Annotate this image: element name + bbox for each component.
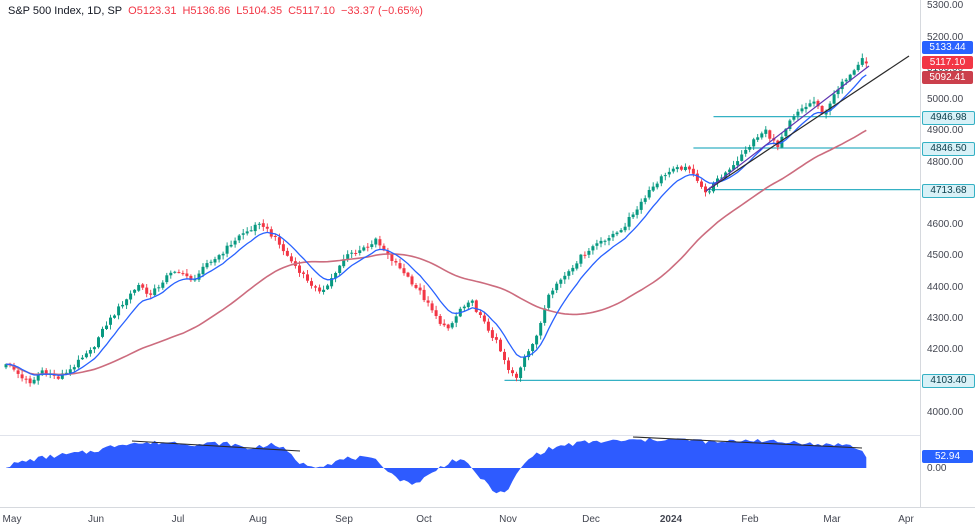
indicator-trendline[interactable] [131, 440, 301, 452]
chart-canvas[interactable] [0, 0, 920, 507]
time-axis-label: Mar [823, 514, 841, 525]
price-tick-label: 4000.00 [927, 407, 964, 418]
ohlc-low: L5104.35 [236, 5, 283, 17]
time-axis-label: Nov [499, 514, 517, 525]
indicator-trendline[interactable] [632, 436, 863, 449]
level-price-badge: 4713.68 [922, 184, 975, 198]
time-axis-label: Jul [171, 514, 185, 525]
price-tick-label: 4900.00 [927, 125, 964, 136]
price-tick-label: 4600.00 [927, 219, 964, 230]
last-price-badge: 5092.41 [922, 71, 973, 84]
last-price-badge: 5117.10 [922, 56, 973, 69]
pane-separator[interactable] [0, 435, 920, 436]
price-tick-label: 5000.00 [927, 94, 964, 105]
time-axis-label: Aug [249, 514, 267, 525]
ohlc-change: −33.37 (−0.65%) [340, 5, 423, 17]
time-axis-label: Dec [582, 514, 600, 525]
time-axis[interactable]: May Jun Jul Aug Sep Oct Nov Dec 2024 Feb Mar Apr [0, 507, 975, 531]
ma-slow-line[interactable] [5, 129, 867, 376]
price-tick-label: 4400.00 [927, 282, 964, 293]
price-tick-label: 4800.00 [927, 157, 964, 168]
price-tick-label: 4500.00 [927, 250, 964, 261]
time-axis-label: 2024 [659, 514, 683, 525]
level-price-badge: 4946.98 [922, 111, 975, 125]
time-axis-label: Jun [87, 514, 105, 525]
ohlc-high: H5136.86 [182, 5, 231, 17]
time-axis-label: Apr [898, 514, 914, 525]
trendline[interactable] [705, 65, 870, 192]
time-axis-label: Feb [741, 514, 759, 525]
level-price-badge: 4846.50 [922, 142, 975, 156]
level-lines-layer [504, 115, 920, 382]
trendline[interactable] [705, 55, 910, 192]
time-axis-label: Oct [416, 514, 432, 525]
indicator-area[interactable] [6, 437, 867, 494]
indicator-zero-label: 0.00 [927, 463, 947, 474]
price-tick-label: 4300.00 [927, 313, 964, 324]
price-tick-label: 5300.00 [927, 0, 964, 11]
time-axis-label: May [2, 514, 22, 525]
candles-layer [4, 53, 868, 387]
ohlc-close: C5117.10 [288, 5, 335, 17]
price-tick-label: 4200.00 [927, 344, 964, 355]
ohlc-open: O5123.31 [128, 5, 177, 17]
symbol-title[interactable]: S&P 500 Index, 1D, SP [8, 5, 123, 17]
level-price-badge: 4103.40 [922, 374, 975, 388]
indicator-value-badge: 52.94 [922, 450, 973, 463]
time-axis-label: Sep [335, 514, 353, 525]
price-tick-label: 5200.00 [927, 32, 964, 43]
price-axis[interactable]: 52.94 0.00 5300.005200.005100.005000.004… [920, 0, 975, 507]
ma-fast-line[interactable] [5, 74, 867, 376]
last-price-badge: 5133.44 [922, 41, 973, 54]
symbol-header: S&P 500 Index, 1D, SP O5123.31 H5136.86 … [8, 5, 423, 17]
